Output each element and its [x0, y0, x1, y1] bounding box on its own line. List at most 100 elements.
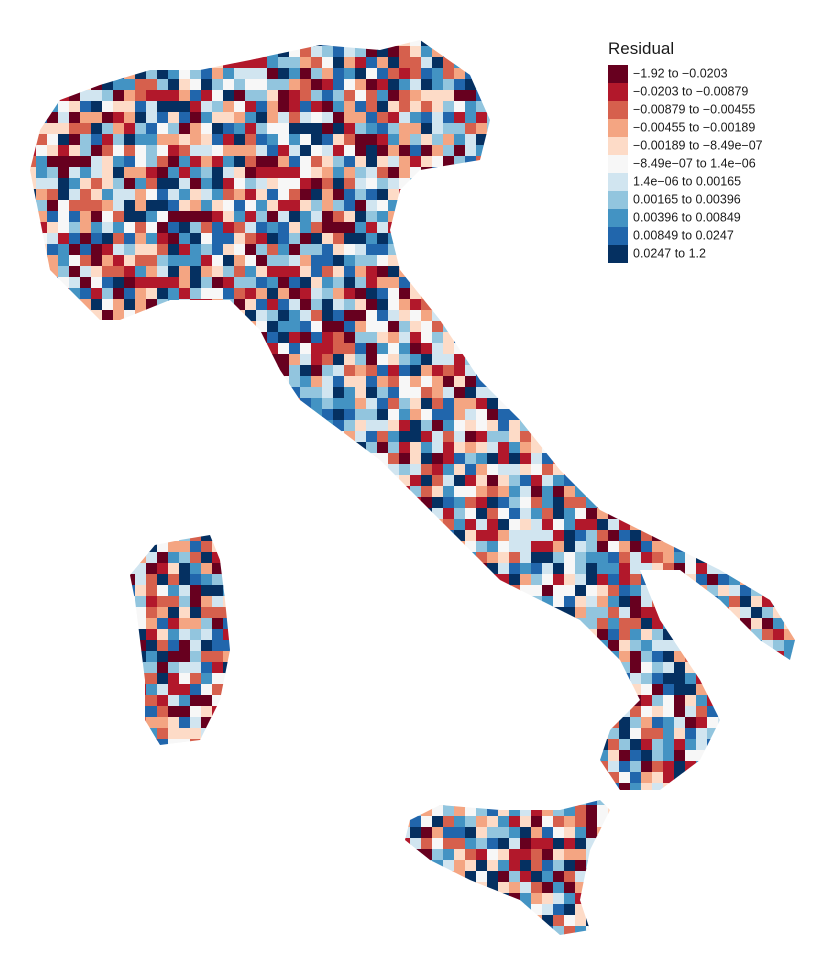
- municipality: [586, 508, 598, 520]
- municipality: [36, 629, 48, 641]
- municipality: [30, 585, 37, 597]
- municipality: [586, 761, 598, 773]
- municipality: [300, 453, 312, 465]
- municipality: [663, 486, 675, 498]
- municipality: [707, 453, 719, 465]
- municipality: [223, 145, 235, 157]
- municipality: [256, 255, 268, 267]
- municipality: [36, 684, 48, 696]
- municipality: [146, 123, 158, 135]
- municipality: [135, 343, 147, 355]
- municipality: [80, 442, 92, 454]
- municipality: [608, 739, 620, 751]
- municipality: [707, 530, 719, 542]
- municipality: [564, 772, 576, 784]
- municipality: [608, 464, 620, 476]
- municipality: [531, 387, 543, 399]
- municipality: [773, 365, 785, 377]
- municipality: [388, 541, 400, 553]
- municipality: [333, 563, 345, 575]
- municipality: [135, 618, 147, 630]
- municipality: [344, 673, 356, 685]
- municipality: [69, 134, 81, 146]
- municipality: [421, 123, 433, 135]
- municipality: [102, 288, 114, 300]
- municipality: [355, 145, 367, 157]
- municipality: [322, 46, 334, 58]
- municipality: [58, 167, 70, 179]
- municipality: [311, 508, 323, 520]
- municipality: [608, 332, 620, 344]
- municipality: [135, 464, 147, 476]
- municipality: [256, 200, 268, 212]
- municipality: [366, 101, 378, 113]
- municipality: [102, 420, 114, 432]
- municipality: [377, 123, 389, 135]
- municipality: [487, 750, 499, 762]
- municipality: [355, 90, 367, 102]
- municipality: [476, 662, 488, 674]
- municipality: [135, 585, 147, 597]
- municipality: [113, 101, 125, 113]
- municipality: [773, 794, 785, 806]
- municipality: [190, 123, 202, 135]
- municipality: [597, 365, 609, 377]
- municipality: [135, 607, 147, 619]
- municipality: [795, 750, 807, 762]
- municipality: [223, 244, 235, 256]
- municipality: [641, 706, 653, 718]
- municipality: [586, 530, 598, 542]
- municipality: [707, 673, 719, 685]
- municipality: [751, 486, 763, 498]
- municipality: [575, 277, 587, 289]
- municipality: [564, 629, 576, 641]
- municipality: [190, 178, 202, 190]
- municipality: [432, 343, 444, 355]
- municipality: [432, 409, 444, 421]
- municipality: [399, 508, 411, 520]
- municipality: [102, 332, 114, 344]
- municipality: [762, 552, 774, 564]
- municipality: [146, 442, 158, 454]
- municipality: [47, 310, 59, 322]
- municipality: [333, 728, 345, 740]
- municipality: [476, 596, 488, 608]
- municipality: [641, 728, 653, 740]
- municipality: [641, 464, 653, 476]
- municipality: [696, 343, 708, 355]
- municipality: [168, 486, 180, 498]
- municipality: [267, 717, 279, 729]
- municipality: [575, 640, 587, 652]
- municipality: [619, 585, 631, 597]
- municipality: [146, 530, 158, 542]
- municipality: [300, 596, 312, 608]
- municipality: [685, 453, 697, 465]
- municipality: [399, 233, 411, 245]
- municipality: [113, 442, 125, 454]
- municipality: [608, 695, 620, 707]
- municipality: [146, 805, 158, 817]
- municipality: [146, 739, 158, 751]
- municipality: [91, 57, 103, 69]
- municipality: [751, 442, 763, 454]
- municipality: [421, 717, 433, 729]
- municipality: [608, 783, 620, 795]
- municipality: [410, 134, 422, 146]
- municipality: [36, 673, 48, 685]
- municipality: [69, 695, 81, 707]
- municipality: [201, 640, 213, 652]
- municipality: [388, 772, 400, 784]
- municipality: [91, 662, 103, 674]
- municipality: [674, 387, 686, 399]
- municipality: [542, 662, 554, 674]
- municipality: [597, 46, 609, 58]
- municipality: [36, 40, 48, 47]
- municipality: [36, 519, 48, 531]
- municipality: [377, 618, 389, 630]
- municipality: [410, 706, 422, 718]
- municipality: [91, 222, 103, 234]
- municipality: [289, 783, 301, 795]
- municipality: [476, 684, 488, 696]
- municipality: [421, 409, 433, 421]
- municipality: [388, 442, 400, 454]
